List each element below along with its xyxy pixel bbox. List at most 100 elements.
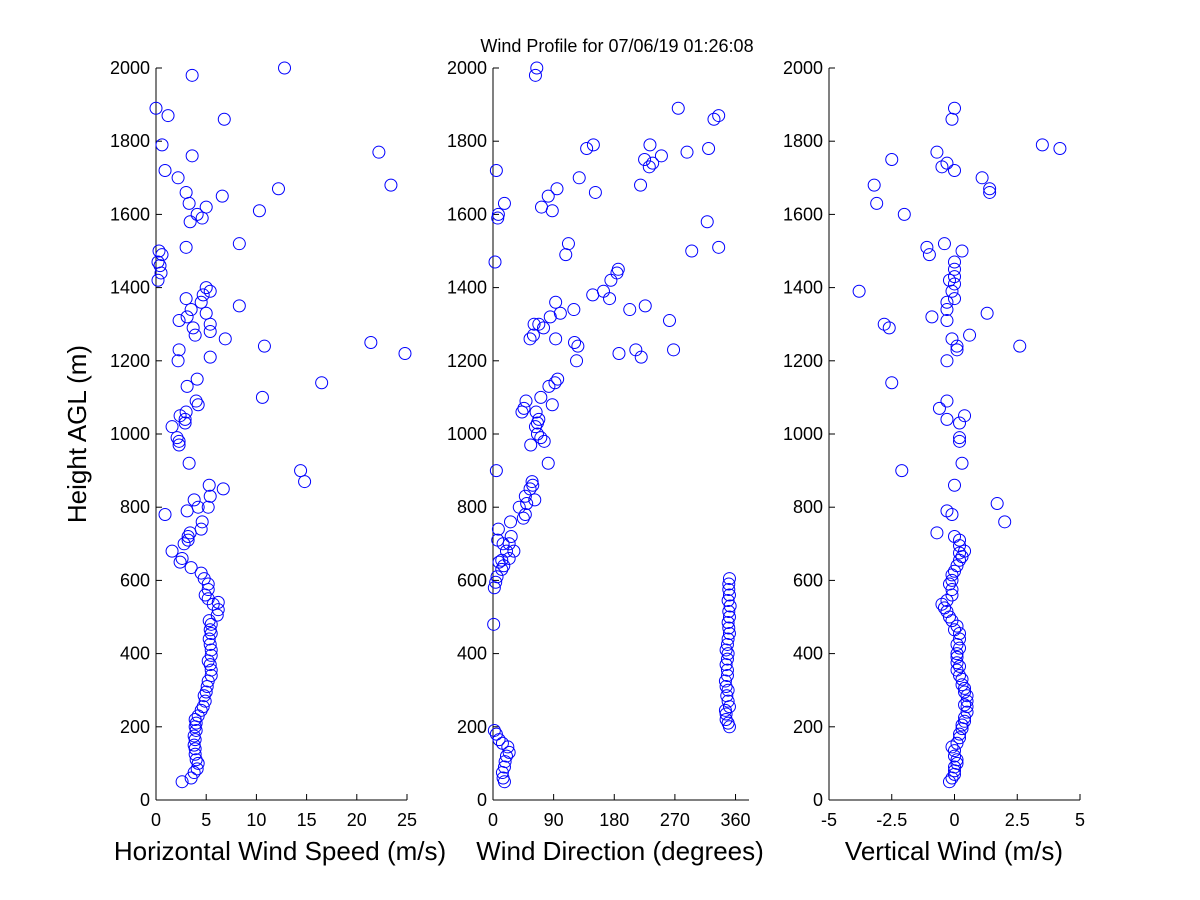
data-point: [950, 663, 964, 677]
data-point: [487, 723, 501, 737]
data-point: [718, 703, 732, 717]
wind-direction-panel: 0 200 400 600 800 1000 1200 1400 1600 1800 2000 0 90…: [447, 58, 751, 830]
data-point: [204, 643, 218, 657]
data-point: [950, 647, 964, 661]
data-point: [948, 623, 961, 637]
data-point: [527, 317, 541, 331]
y-tick-label: 400: [457, 644, 487, 664]
y-tick-label: 0: [140, 790, 150, 810]
x-tick-label: 5: [201, 810, 211, 830]
data-point: [702, 142, 716, 156]
y-tick-label: 1800: [110, 131, 150, 151]
data-point: [948, 255, 961, 269]
data-point: [940, 354, 954, 368]
data-point: [187, 766, 201, 780]
data-point: [180, 310, 194, 324]
data-point: [184, 561, 198, 575]
data-point: [532, 412, 546, 426]
data-point: [517, 401, 531, 415]
data-point: [897, 207, 911, 221]
data-point: [638, 153, 652, 166]
data-point: [955, 718, 969, 732]
data-point: [195, 515, 209, 529]
data-point: [519, 394, 533, 408]
data-point: [194, 703, 208, 717]
data-point: [663, 314, 677, 328]
data-point: [895, 464, 909, 478]
data-point: [188, 747, 202, 761]
data-point: [398, 346, 412, 360]
data-point: [204, 648, 218, 662]
data-point: [298, 475, 312, 489]
data-point: [488, 255, 502, 269]
data-point: [722, 621, 736, 635]
data-point: [721, 647, 735, 661]
data-point: [507, 544, 521, 558]
data-point: [719, 712, 733, 726]
data-point: [172, 343, 186, 357]
data-point: [502, 537, 516, 551]
data-point: [958, 698, 972, 712]
data-point: [953, 731, 967, 745]
data-point: [549, 332, 563, 346]
data-point: [201, 592, 215, 606]
data-point: [953, 431, 967, 445]
data-point: [492, 555, 506, 569]
data-point: [920, 240, 934, 254]
data-point: [960, 689, 974, 703]
data-point: [528, 493, 542, 507]
data-point: [504, 529, 518, 543]
data-point: [958, 409, 972, 423]
data-point: [203, 325, 217, 339]
data-point: [950, 339, 964, 353]
data-point: [953, 434, 967, 448]
data-point: [612, 346, 626, 360]
data-point: [588, 185, 602, 199]
data-point: [190, 207, 204, 221]
data-point: [201, 500, 215, 514]
data-point: [203, 284, 217, 298]
data-point: [489, 575, 503, 589]
data-point: [528, 420, 542, 434]
data-point: [885, 376, 899, 390]
data-point: [172, 438, 186, 452]
data-point: [211, 595, 225, 609]
y-tick-label: 600: [120, 570, 150, 590]
data-point: [495, 562, 509, 576]
data-point: [646, 156, 660, 170]
x-tick-label: 0: [151, 810, 161, 830]
x-tick-label: 20: [347, 810, 367, 830]
data-point: [257, 339, 271, 353]
data-point: [294, 464, 308, 478]
data-point: [151, 273, 165, 287]
y-tick-label: 0: [813, 790, 823, 810]
data-point: [870, 196, 884, 210]
data-point: [372, 145, 386, 159]
data-point: [194, 566, 208, 580]
data-point: [495, 736, 509, 750]
data-point: [499, 544, 513, 558]
x-tick-label: 0: [949, 810, 959, 830]
x-tick-label: 15: [297, 810, 317, 830]
data-point: [937, 601, 951, 615]
x-tick-label: 360: [721, 810, 751, 830]
data-point: [189, 753, 203, 767]
data-point: [499, 749, 513, 763]
data-point: [171, 354, 185, 368]
data-point: [179, 240, 193, 254]
data-point: [518, 489, 532, 503]
data-point: [204, 669, 218, 683]
data-point: [572, 171, 586, 185]
figure-title: Wind Profile for 07/06/19 01:26:08: [480, 36, 753, 56]
data-point: [634, 178, 648, 192]
data-point: [523, 482, 537, 496]
data-point: [925, 310, 939, 324]
y-tick-label: 0: [477, 790, 487, 810]
data-point: [543, 310, 557, 324]
data-point: [958, 714, 972, 728]
data-point: [707, 112, 721, 126]
data-point: [550, 182, 564, 196]
data-point: [203, 317, 217, 331]
panel-3-x-axis-label: Vertical Wind (m/s): [845, 836, 1063, 866]
y-tick-label: 200: [793, 717, 823, 737]
